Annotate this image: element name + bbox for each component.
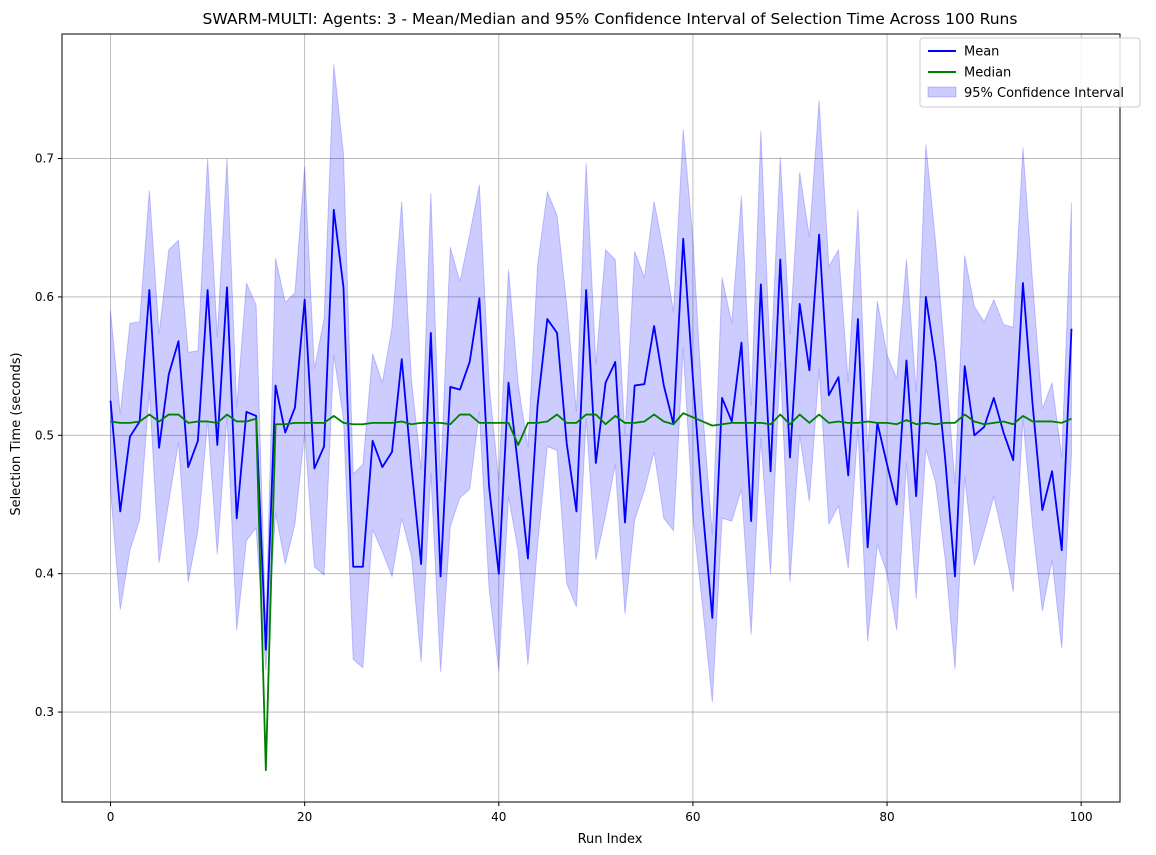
- chart-title: SWARM-MULTI: Agents: 3 - Mean/Median and…: [203, 10, 1018, 28]
- y-tick-label: 0.3: [35, 705, 54, 719]
- legend-band-swatch: [927, 86, 957, 98]
- mean-line: [109, 208, 1073, 651]
- legend-box: [919, 37, 1141, 108]
- grid-lines: [62, 34, 1120, 802]
- series-layer: [109, 208, 1073, 772]
- y-axis-label: Selection Time (seconds): [9, 352, 24, 515]
- x-tick-label: 20: [297, 810, 312, 824]
- median-line: [110, 412, 1072, 772]
- legend-mean-label: Mean: [964, 45, 999, 60]
- x-axis-ticks: 0 20 40 60 80 100: [107, 802, 1093, 824]
- x-tick-label: 0: [107, 810, 115, 824]
- y-tick-label: 0.4: [35, 567, 54, 581]
- x-tick-label: 100: [1070, 810, 1093, 824]
- x-tick-label: 60: [685, 810, 700, 824]
- y-tick-label: 0.6: [35, 290, 54, 304]
- legend-band-label: 95% Confidence Interval: [964, 86, 1124, 101]
- x-axis-label: Run Index: [578, 832, 643, 847]
- x-tick-label: 80: [879, 810, 894, 824]
- plot-frame: [61, 33, 1121, 803]
- y-tick-label: 0.5: [35, 428, 54, 442]
- y-tick-label: 0.7: [35, 152, 54, 166]
- legend-median-label: Median: [964, 66, 1011, 81]
- legend: Mean Median 95% Confidence Interval: [919, 37, 1141, 108]
- x-tick-label: 40: [491, 810, 506, 824]
- y-axis-ticks: 0.3 0.4 0.5 0.6 0.7: [35, 152, 62, 719]
